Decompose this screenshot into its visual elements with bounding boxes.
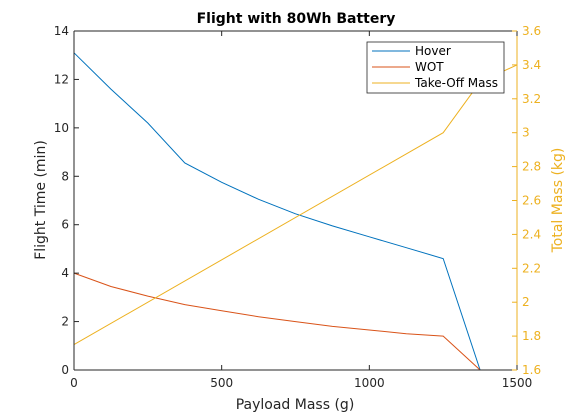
y-tick-label-left: 2 <box>61 315 69 329</box>
x-axis-label: Payload Mass (g) <box>236 397 355 413</box>
x-tick-label: 0 <box>70 376 78 390</box>
x-tick-label: 1000 <box>354 376 385 390</box>
ticks-layer: 0 500 1000 1500 0 2 4 6 8 10 12 14 1.6 1.8 2 2.2 2.4 2.6 2… <box>54 24 541 390</box>
y-tick-label-right: 2.2 <box>522 261 541 275</box>
y-tick-label-right: 3.2 <box>522 92 541 106</box>
y-axis-label-left: Flight Time (min) <box>33 140 49 260</box>
y-axis-label-right: Total Mass (kg) <box>550 148 566 254</box>
y-tick-label-right: 3 <box>522 126 530 140</box>
legend-label: Take-Off Mass <box>414 76 498 90</box>
y-tick-label-right: 2 <box>522 295 530 309</box>
y-tick-label-left: 14 <box>54 24 69 38</box>
y-tick-label-right: 3.4 <box>522 58 541 72</box>
legend-label: WOT <box>415 60 444 74</box>
series-line-hover <box>73 52 481 371</box>
y-tick-label-left: 0 <box>61 363 69 377</box>
y-tick-label-left: 6 <box>61 218 69 232</box>
series-line-wot <box>73 272 517 371</box>
y-tick-label-left: 4 <box>61 266 69 280</box>
y-tick-label-left: 10 <box>54 121 69 135</box>
chart-title: Flight with 80Wh Battery <box>197 11 396 27</box>
x-tick-label: 1500 <box>502 376 533 390</box>
y-tick-label-right: 1.8 <box>522 329 541 343</box>
y-tick-label-left: 8 <box>61 169 69 183</box>
y-tick-label-right: 2.8 <box>522 160 541 174</box>
legend-label: Hover <box>415 44 451 58</box>
x-tick-label: 500 <box>210 376 233 390</box>
y-tick-label-right: 2.6 <box>522 194 541 208</box>
y-tick-label-left: 12 <box>54 72 69 86</box>
y-tick-label-right: 1.6 <box>522 363 541 377</box>
y-tick-label-right: 2.4 <box>522 227 541 241</box>
legend: Hover WOT Take-Off Mass <box>366 41 505 94</box>
y-tick-label-right: 3.6 <box>522 24 541 38</box>
